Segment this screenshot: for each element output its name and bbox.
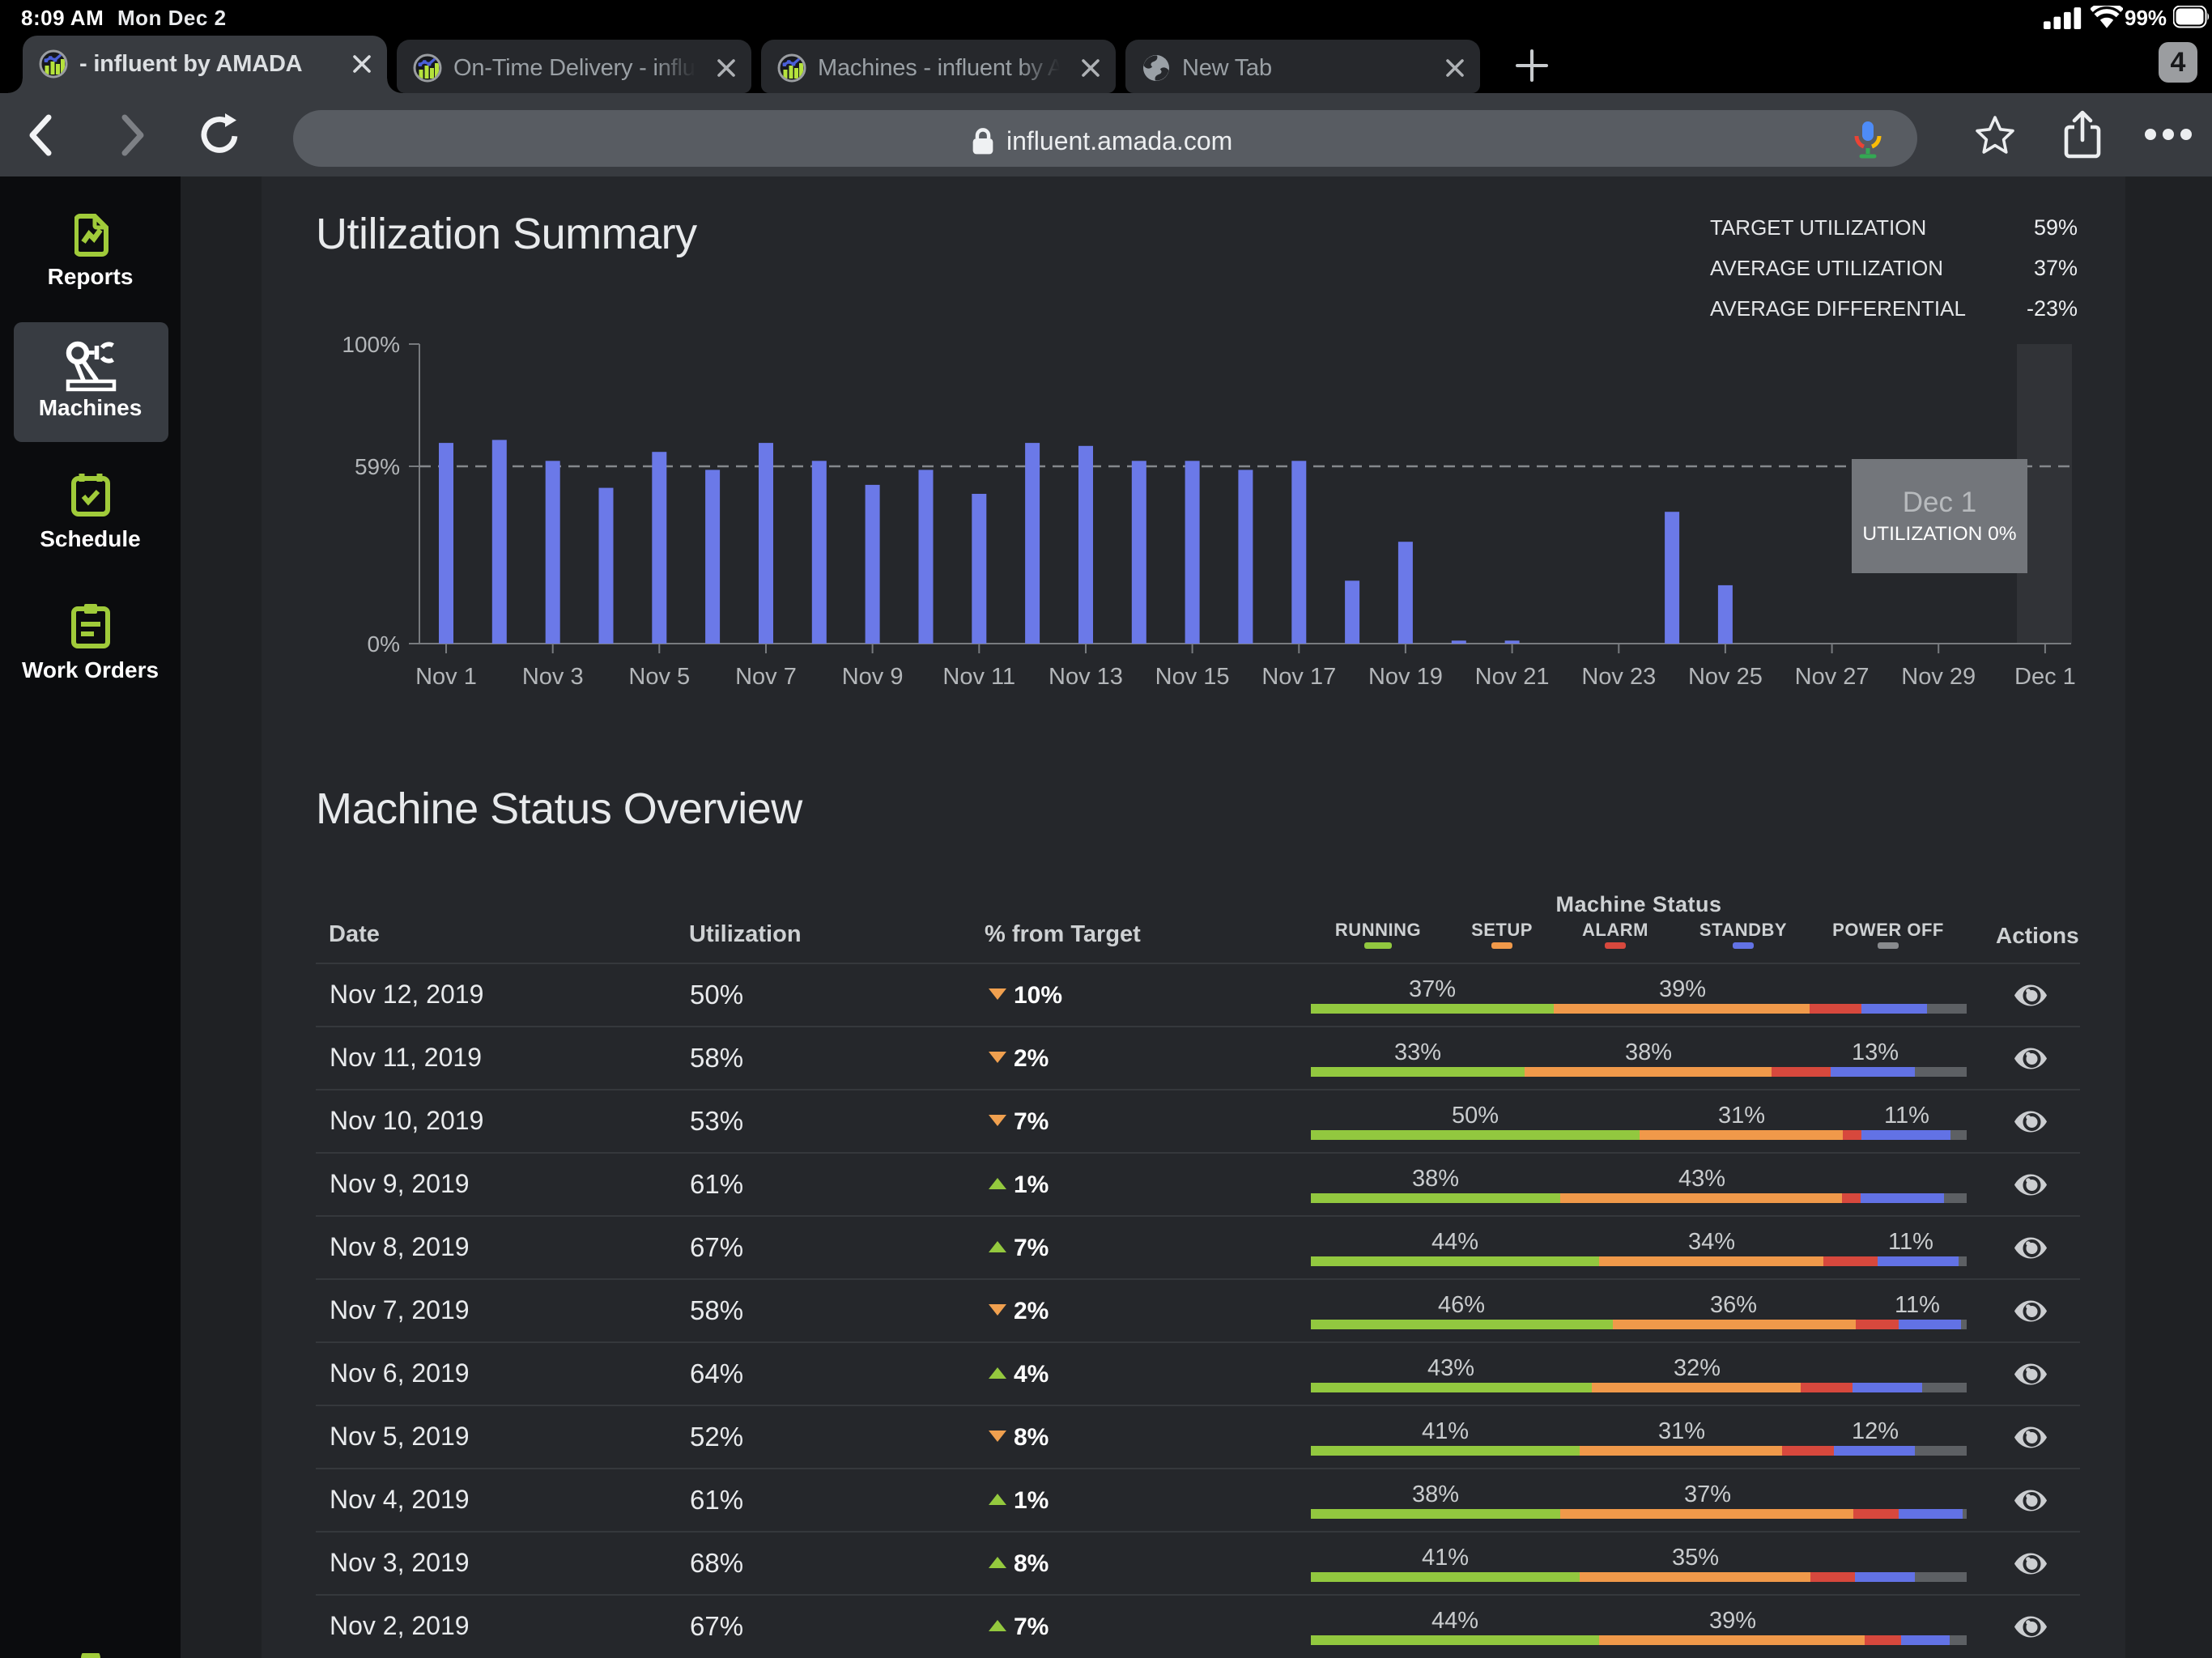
svg-text:Nov 27: Nov 27 <box>1795 664 1870 690</box>
svg-text:100%: 100% <box>342 332 400 357</box>
svg-text:Nov 3: Nov 3 <box>522 664 584 690</box>
svg-text:0%: 0% <box>368 631 400 657</box>
svg-text:Nov 7: Nov 7 <box>735 664 797 690</box>
svg-text:Nov 25: Nov 25 <box>1688 664 1763 690</box>
svg-text:Nov 23: Nov 23 <box>1581 664 1656 690</box>
svg-text:Nov 17: Nov 17 <box>1261 664 1336 690</box>
svg-text:Nov 19: Nov 19 <box>1368 664 1443 690</box>
svg-text:Nov 21: Nov 21 <box>1475 664 1550 690</box>
svg-text:Nov 13: Nov 13 <box>1049 664 1123 690</box>
svg-text:59%: 59% <box>355 454 400 479</box>
svg-text:Nov 15: Nov 15 <box>1155 664 1230 690</box>
svg-text:Nov 9: Nov 9 <box>842 664 904 690</box>
svg-text:Dec 1: Dec 1 <box>2014 664 2076 690</box>
svg-text:Nov 5: Nov 5 <box>628 664 690 690</box>
svg-text:Nov 1: Nov 1 <box>415 664 477 690</box>
svg-text:Nov 11: Nov 11 <box>942 664 1015 690</box>
svg-text:Nov 29: Nov 29 <box>1901 664 1976 690</box>
